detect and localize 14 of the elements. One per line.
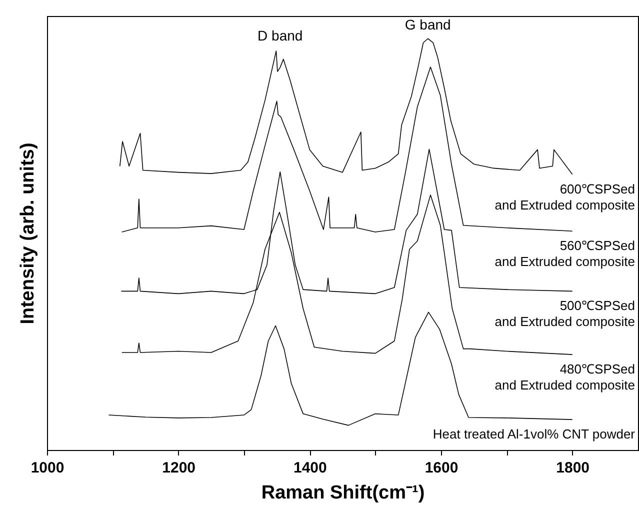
annotation: G band: [404, 16, 451, 33]
x-tick-label: 1600: [424, 460, 458, 476]
series-label: 500℃SPSed and Extruded composite: [494, 298, 635, 330]
series-label: Heat treated Al-1vol% CNT powder: [432, 426, 636, 442]
y-axis-title: Intensity (arb. units): [18, 142, 38, 324]
x-tick-label: 1800: [556, 460, 590, 476]
x-tick-label: 1200: [162, 460, 196, 476]
x-tick-label: 1000: [30, 460, 64, 476]
x-axis-title: Raman Shift(cm⁻¹): [261, 482, 425, 504]
series-label: 560℃SPSed and Extruded composite: [494, 238, 635, 270]
series-label: 480℃SPSed and Extruded composite: [494, 362, 635, 393]
x-tick-label: 1400: [293, 460, 327, 476]
series-label: 600℃SPSed and Extruded composite: [494, 181, 635, 212]
annotation: D band: [258, 28, 303, 44]
